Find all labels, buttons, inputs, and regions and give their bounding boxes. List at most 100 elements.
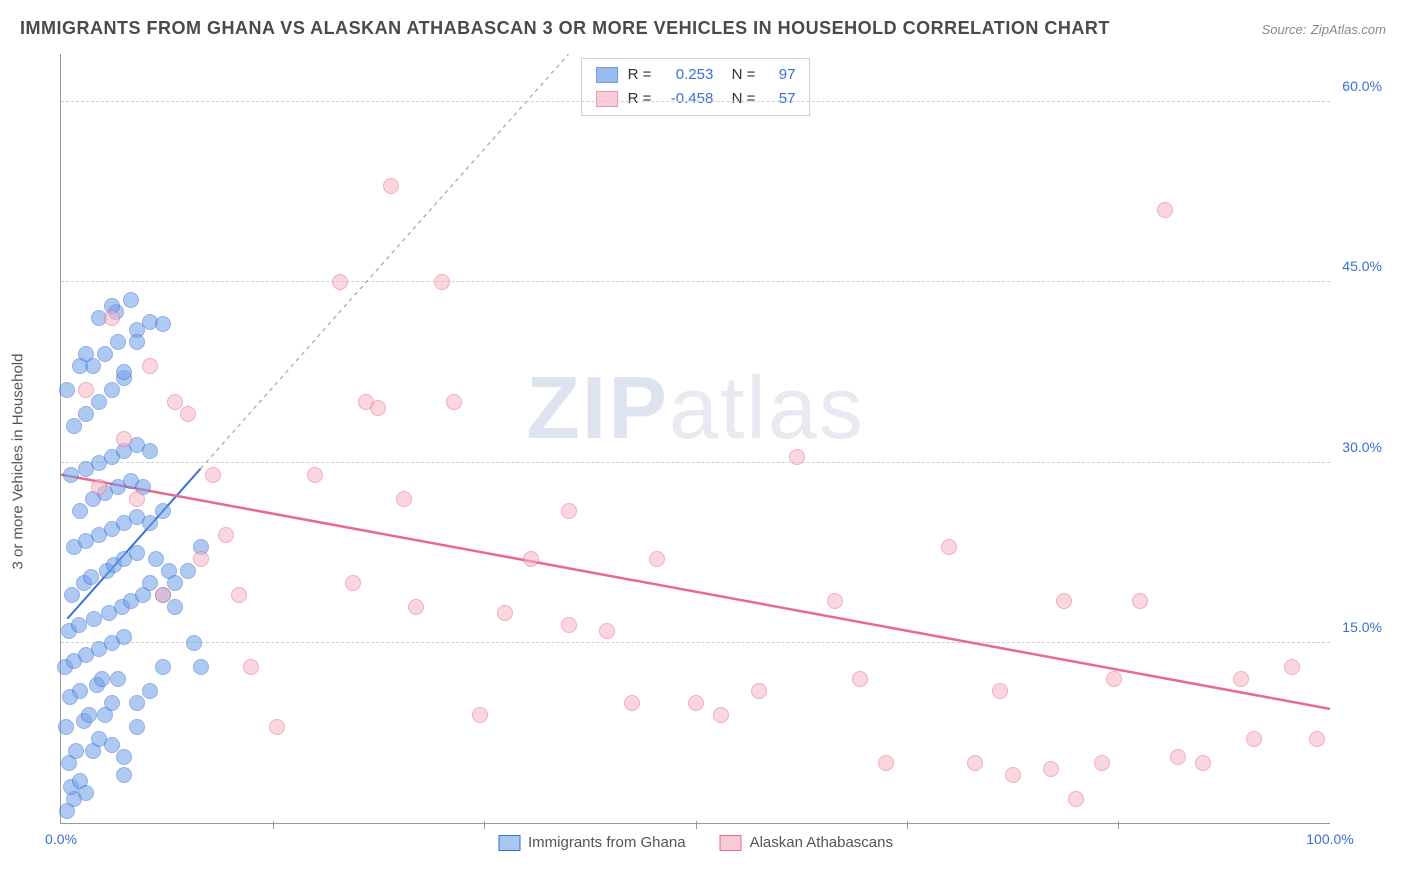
- legend-series-label: Alaskan Athabascans: [750, 834, 893, 851]
- data-point: [129, 491, 145, 507]
- r-value: -0.458: [661, 87, 713, 111]
- data-point: [688, 695, 704, 711]
- data-point: [1068, 791, 1084, 807]
- data-point: [1284, 659, 1300, 675]
- y-tick-label: 45.0%: [1342, 258, 1382, 274]
- data-point: [116, 364, 132, 380]
- data-point: [383, 178, 399, 194]
- data-point: [142, 515, 158, 531]
- x-tick-label: 0.0%: [45, 831, 77, 847]
- data-point: [91, 394, 107, 410]
- legend-series-item: Immigrants from Ghana: [498, 834, 686, 851]
- data-point: [624, 695, 640, 711]
- data-point: [167, 394, 183, 410]
- legend-stat-row: R =0.253 N =97: [596, 63, 796, 87]
- data-point: [649, 551, 665, 567]
- data-point: [1157, 202, 1173, 218]
- y-tick-label: 30.0%: [1342, 439, 1382, 455]
- data-point: [110, 671, 126, 687]
- data-point: [472, 707, 488, 723]
- data-point: [116, 767, 132, 783]
- data-point: [104, 695, 120, 711]
- data-point: [1005, 767, 1021, 783]
- data-point: [713, 707, 729, 723]
- data-point: [91, 479, 107, 495]
- data-point: [72, 503, 88, 519]
- data-point: [446, 394, 462, 410]
- data-point: [1106, 671, 1122, 687]
- data-point: [878, 755, 894, 771]
- data-point: [155, 503, 171, 519]
- data-point: [129, 695, 145, 711]
- data-point: [83, 569, 99, 585]
- data-point: [1094, 755, 1110, 771]
- data-point: [86, 611, 102, 627]
- r-label: R =: [628, 87, 652, 111]
- data-point: [180, 406, 196, 422]
- data-point: [408, 599, 424, 615]
- x-minor-tick: [696, 821, 697, 829]
- data-point: [1170, 749, 1186, 765]
- data-point: [129, 334, 145, 350]
- legend-swatch: [720, 835, 742, 851]
- data-point: [94, 671, 110, 687]
- gridline-horizontal: [61, 281, 1330, 282]
- data-point: [104, 310, 120, 326]
- data-point: [523, 551, 539, 567]
- data-point: [148, 551, 164, 567]
- data-point: [142, 443, 158, 459]
- data-point: [370, 400, 386, 416]
- source-name: ZipAtlas.com: [1311, 22, 1386, 37]
- chart-container: 3 or more Vehicles in Household ZIPatlas…: [50, 54, 1390, 852]
- data-point: [1043, 761, 1059, 777]
- data-point: [1195, 755, 1211, 771]
- data-point: [97, 346, 113, 362]
- data-point: [332, 274, 348, 290]
- y-tick-label: 15.0%: [1342, 619, 1382, 635]
- n-value: 97: [765, 63, 795, 87]
- x-minor-tick: [1118, 821, 1119, 829]
- x-minor-tick: [273, 821, 274, 829]
- data-point: [58, 719, 74, 735]
- data-point: [1246, 731, 1262, 747]
- data-point: [396, 491, 412, 507]
- data-point: [116, 431, 132, 447]
- legend-swatch: [596, 91, 618, 107]
- data-point: [599, 623, 615, 639]
- data-point: [497, 605, 513, 621]
- data-point: [63, 467, 79, 483]
- data-point: [129, 719, 145, 735]
- data-point: [941, 539, 957, 555]
- data-point: [123, 292, 139, 308]
- data-point: [104, 382, 120, 398]
- y-axis-label: 3 or more Vehicles in Household: [10, 354, 27, 570]
- data-point: [180, 563, 196, 579]
- data-point: [72, 683, 88, 699]
- data-point: [852, 671, 868, 687]
- data-point: [186, 635, 202, 651]
- data-point: [231, 587, 247, 603]
- data-point: [59, 382, 75, 398]
- data-point: [68, 743, 84, 759]
- data-point: [66, 418, 82, 434]
- data-point: [142, 358, 158, 374]
- chart-title: IMMIGRANTS FROM GHANA VS ALASKAN ATHABAS…: [20, 18, 1110, 39]
- data-point: [218, 527, 234, 543]
- data-point: [967, 755, 983, 771]
- n-label: N =: [723, 87, 755, 111]
- data-point: [992, 683, 1008, 699]
- x-minor-tick: [907, 821, 908, 829]
- watermark-zip: ZIP: [526, 358, 669, 457]
- n-label: N =: [723, 63, 755, 87]
- data-point: [307, 467, 323, 483]
- legend-swatch: [498, 835, 520, 851]
- source-label: Source:: [1262, 22, 1307, 37]
- data-point: [116, 629, 132, 645]
- watermark: ZIPatlas: [526, 357, 865, 459]
- legend-correlation-box: R =0.253 N =97R =-0.458 N =57: [581, 58, 811, 116]
- data-point: [827, 593, 843, 609]
- data-point: [78, 785, 94, 801]
- r-value: 0.253: [661, 63, 713, 87]
- data-point: [434, 274, 450, 290]
- data-point: [64, 587, 80, 603]
